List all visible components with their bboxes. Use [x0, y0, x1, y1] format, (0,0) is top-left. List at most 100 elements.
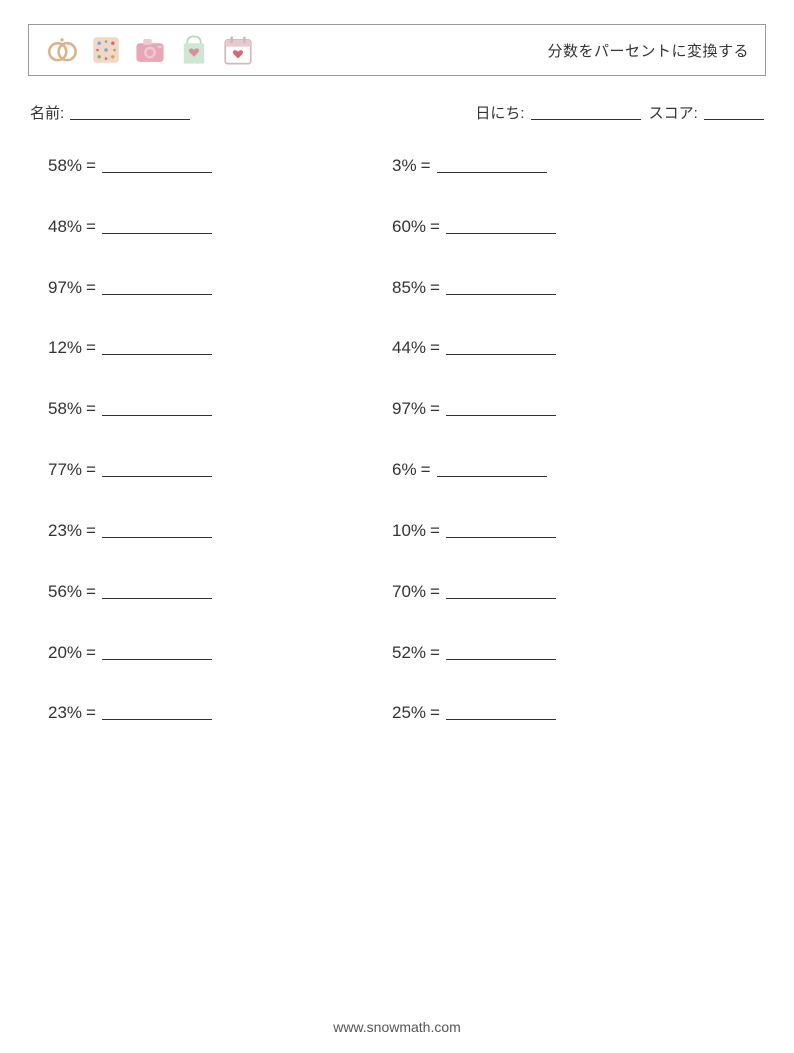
worksheet-title: 分数をパーセントに変換する [547, 40, 749, 61]
problem-row: 20%= [48, 640, 392, 663]
answer-blank[interactable] [446, 520, 556, 538]
problem-row: 44%= [392, 336, 736, 359]
equals-sign: = [86, 217, 96, 237]
score-blank[interactable] [704, 104, 764, 120]
header-box: 分数をパーセントに変換する [28, 24, 766, 76]
equals-sign: = [430, 217, 440, 237]
equals-sign: = [430, 643, 440, 663]
answer-blank[interactable] [446, 398, 556, 416]
equals-sign: = [86, 521, 96, 541]
info-row: 名前: 日にち: スコア: [28, 102, 766, 123]
problem-row: 12%= [48, 336, 392, 359]
problem-row: 58%= [48, 153, 392, 176]
percent-value: 20% [48, 643, 82, 663]
problems-col-2: 3%=60%=85%=44%=97%=6%=10%=70%=52%=25%= [392, 153, 736, 723]
answer-blank[interactable] [446, 277, 556, 295]
problem-row: 23%= [48, 701, 392, 724]
date-blank[interactable] [531, 104, 641, 120]
equals-sign: = [86, 643, 96, 663]
problem-row: 25%= [392, 701, 736, 724]
percent-value: 77% [48, 460, 82, 480]
equals-sign: = [421, 156, 431, 176]
equals-sign: = [430, 703, 440, 723]
problem-row: 56%= [48, 579, 392, 602]
equals-sign: = [86, 703, 96, 723]
problem-row: 6%= [392, 457, 736, 480]
answer-blank[interactable] [446, 642, 556, 660]
footer-url: www.snowmath.com [0, 1019, 794, 1035]
answer-blank[interactable] [102, 520, 212, 538]
answer-blank[interactable] [102, 581, 212, 599]
name-blank[interactable] [70, 104, 190, 120]
problem-row: 97%= [392, 396, 736, 419]
percent-value: 58% [48, 399, 82, 419]
percent-value: 85% [392, 278, 426, 298]
problem-row: 3%= [392, 153, 736, 176]
percent-value: 6% [392, 460, 417, 480]
percent-value: 97% [48, 278, 82, 298]
answer-blank[interactable] [102, 277, 212, 295]
percent-value: 44% [392, 338, 426, 358]
camera-icon [133, 33, 167, 67]
problems-col-1: 58%=48%=97%=12%=58%=77%=23%=56%=20%=23%= [48, 153, 392, 723]
problem-row: 23%= [48, 518, 392, 541]
percent-value: 3% [392, 156, 417, 176]
equals-sign: = [430, 521, 440, 541]
answer-blank[interactable] [102, 459, 212, 477]
percent-value: 23% [48, 703, 82, 723]
answer-blank[interactable] [437, 459, 547, 477]
answer-blank[interactable] [102, 155, 212, 173]
equals-sign: = [421, 460, 431, 480]
problem-row: 70%= [392, 579, 736, 602]
info-right: 日にち: スコア: [475, 102, 764, 123]
equals-sign: = [86, 338, 96, 358]
date-label: 日にち: [475, 105, 524, 122]
equals-sign: = [430, 278, 440, 298]
name-field: 名前: [30, 102, 190, 123]
problem-row: 10%= [392, 518, 736, 541]
problem-row: 97%= [48, 275, 392, 298]
percent-value: 48% [48, 217, 82, 237]
equals-sign: = [86, 460, 96, 480]
date-field: 日にち: [475, 102, 640, 123]
problem-row: 85%= [392, 275, 736, 298]
percent-value: 12% [48, 338, 82, 358]
rings-icon [45, 33, 79, 67]
calendar-heart-icon [221, 33, 255, 67]
problem-row: 48%= [48, 214, 392, 237]
problem-row: 60%= [392, 214, 736, 237]
percent-value: 60% [392, 217, 426, 237]
answer-blank[interactable] [102, 398, 212, 416]
answer-blank[interactable] [437, 155, 547, 173]
percent-value: 10% [392, 521, 426, 541]
answer-blank[interactable] [446, 581, 556, 599]
problem-row: 52%= [392, 640, 736, 663]
problems-area: 58%=48%=97%=12%=58%=77%=23%=56%=20%=23%=… [28, 153, 766, 723]
problem-row: 58%= [48, 396, 392, 419]
percent-value: 58% [48, 156, 82, 176]
equals-sign: = [86, 582, 96, 602]
answer-blank[interactable] [102, 642, 212, 660]
percent-value: 97% [392, 399, 426, 419]
percent-value: 23% [48, 521, 82, 541]
score-label: スコア: [649, 105, 698, 122]
percent-value: 56% [48, 582, 82, 602]
answer-blank[interactable] [446, 216, 556, 234]
name-label: 名前: [30, 105, 64, 122]
equals-sign: = [430, 399, 440, 419]
equals-sign: = [86, 156, 96, 176]
percent-value: 52% [392, 643, 426, 663]
equals-sign: = [430, 338, 440, 358]
answer-blank[interactable] [446, 703, 556, 721]
percent-value: 70% [392, 582, 426, 602]
gift-bag-icon [177, 33, 211, 67]
answer-blank[interactable] [446, 338, 556, 356]
problem-row: 77%= [48, 457, 392, 480]
worksheet-page: 分数をパーセントに変換する 名前: 日にち: スコア: 58%=48%=97%=… [0, 0, 794, 723]
equals-sign: = [430, 582, 440, 602]
header-icons [45, 33, 255, 67]
answer-blank[interactable] [102, 703, 212, 721]
equals-sign: = [86, 278, 96, 298]
answer-blank[interactable] [102, 338, 212, 356]
answer-blank[interactable] [102, 216, 212, 234]
